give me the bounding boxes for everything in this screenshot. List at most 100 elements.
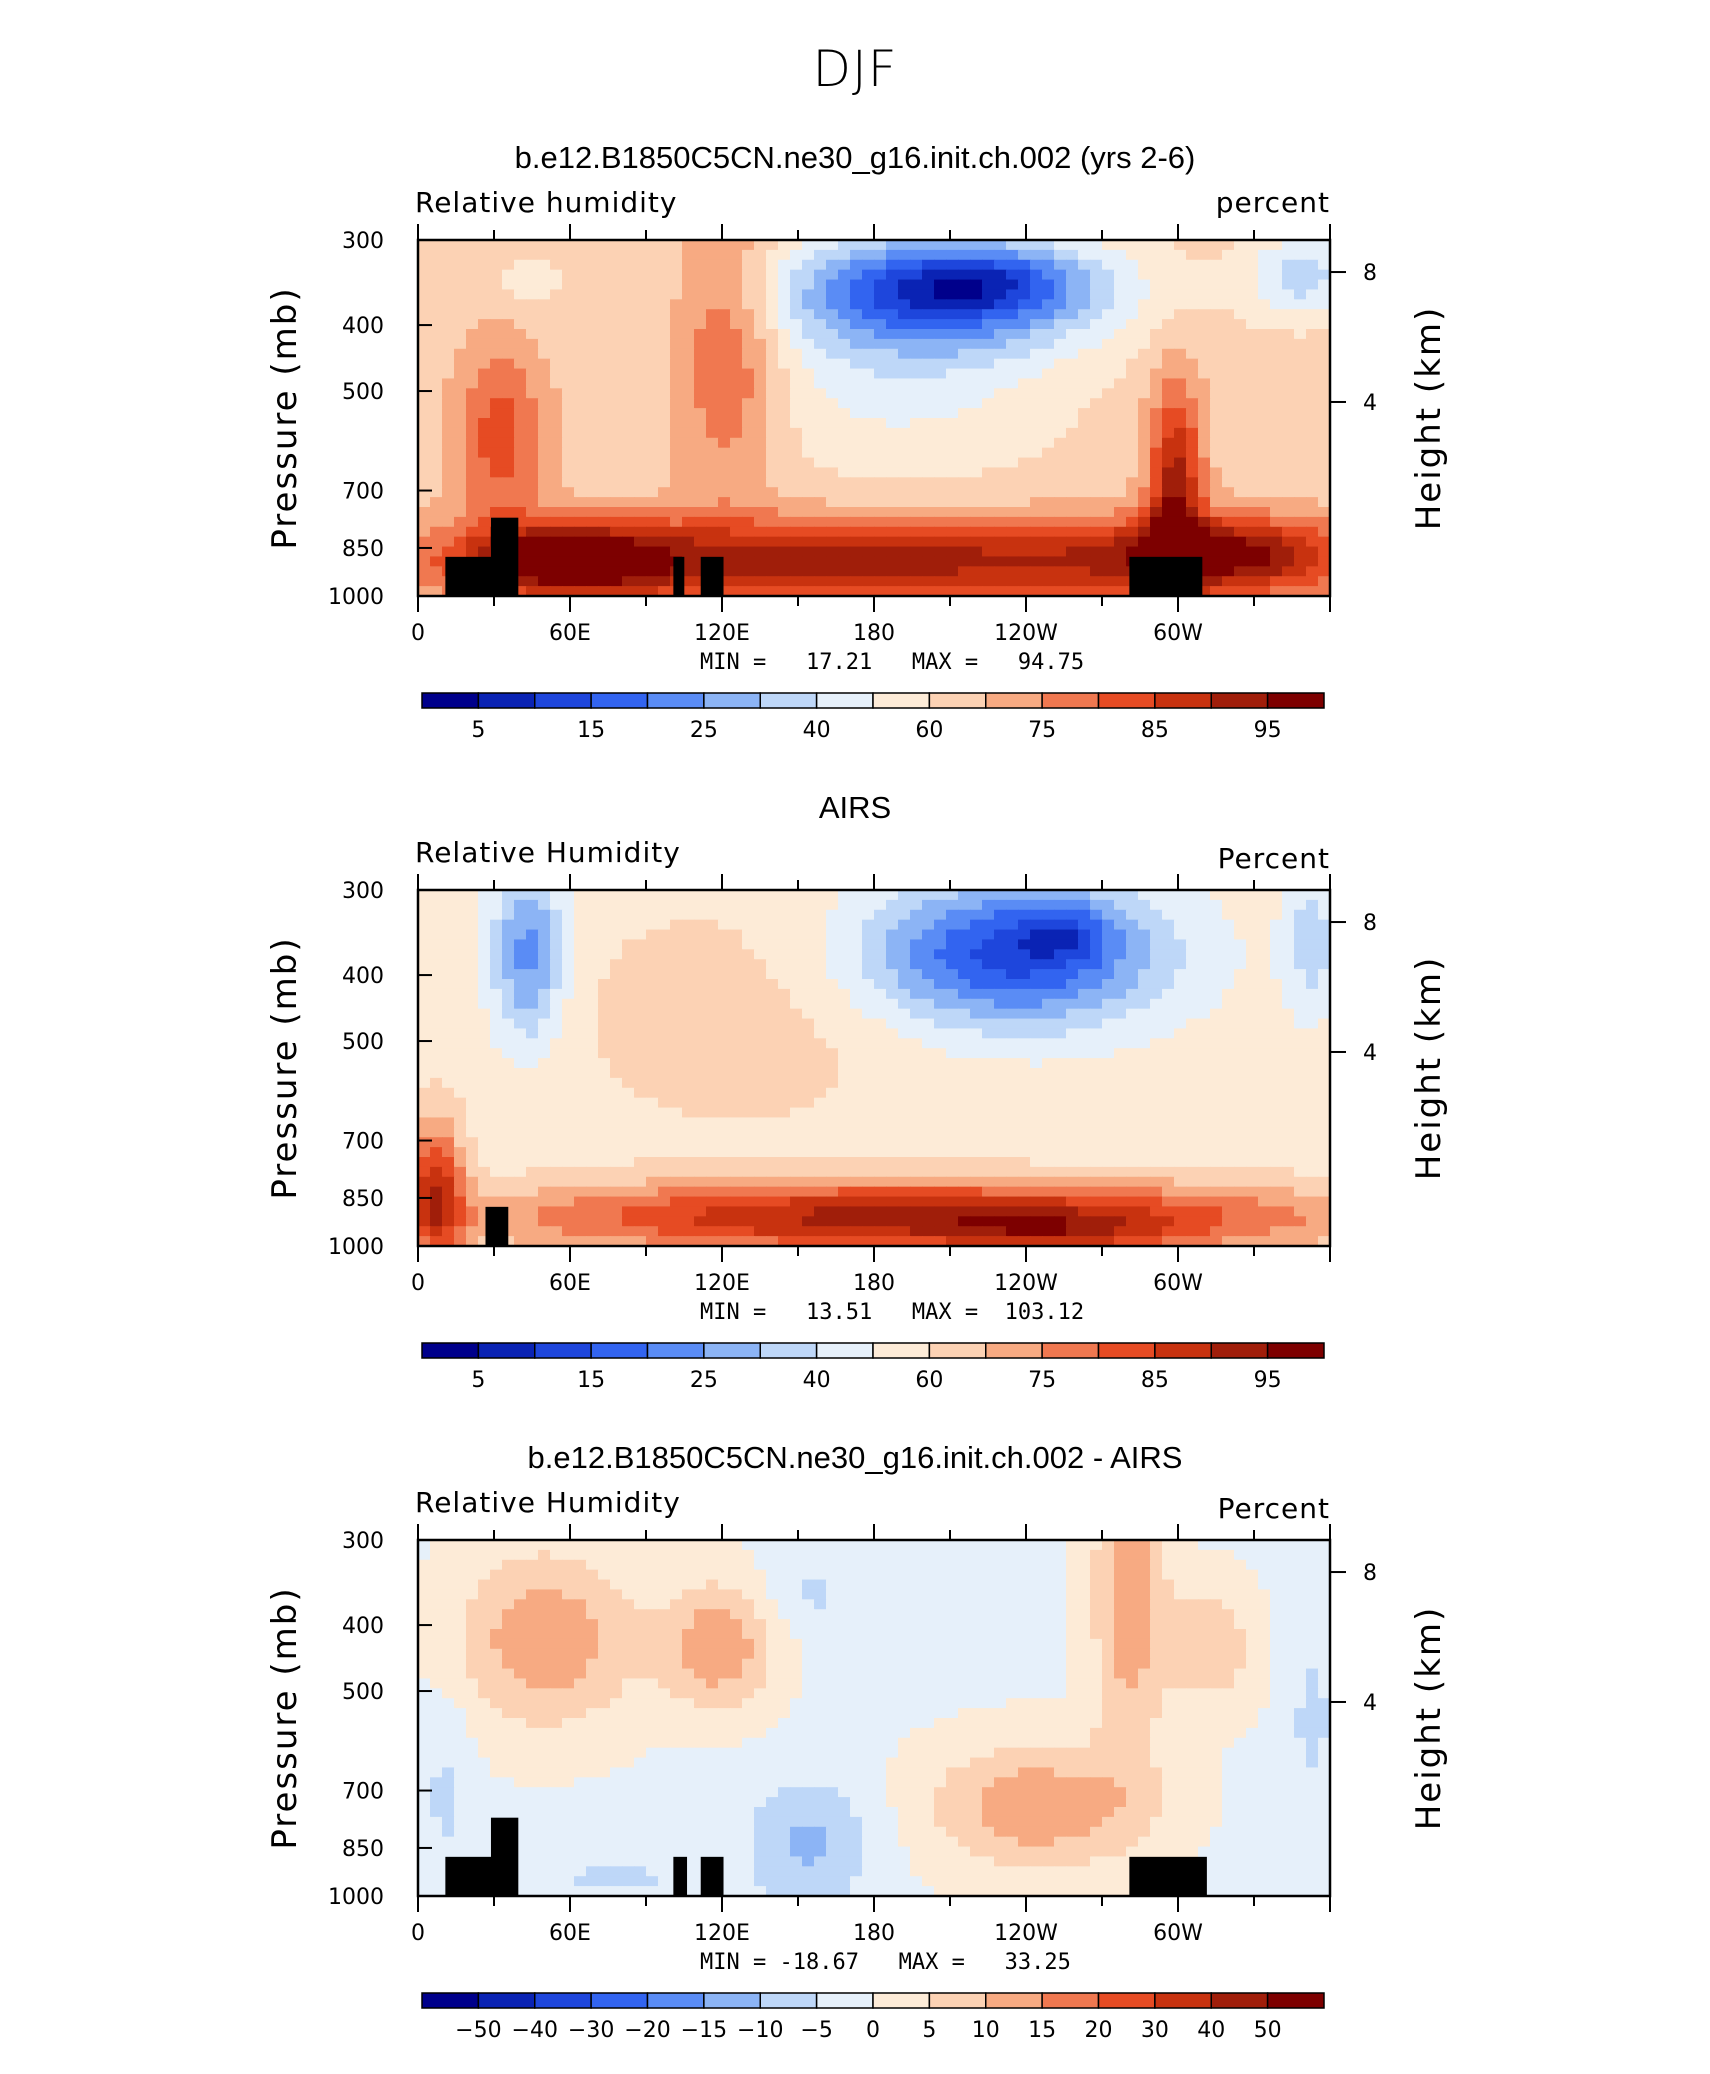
y-axis-title: Pressure (mb) [265,936,305,1199]
y-tick-label: 500 [342,1680,384,1705]
colorbar-label: 75 [1028,718,1056,743]
colorbar-box [1266,1992,1325,2009]
y-tick-label: 400 [342,964,384,989]
y-axis-title: Pressure (mb) [265,1586,305,1849]
height-tick-label: 8 [1363,911,1377,936]
colorbar-label: −15 [681,2018,727,2043]
colorbar-label: 0 [866,2018,880,2043]
y-axis-title: Pressure (mb) [265,286,305,549]
colorbar-label: 85 [1141,1368,1169,1393]
y-tick-label: 300 [342,1529,384,1554]
colorbar-box [759,1992,818,2009]
y-tick-label: 400 [342,314,384,339]
panel-title: b.e12.B1850C5CN.ne30_g16.init.ch.002 - A… [527,1440,1183,1475]
panel-title: AIRS [818,790,892,825]
height-tick-label: 8 [1363,261,1377,286]
colorbar-box [815,1992,874,2009]
y-tick-label: 1000 [328,1885,384,1910]
colorbar-box [590,1992,649,2009]
colorbar-label: 60 [915,718,943,743]
colorbar-box [1041,1992,1100,2009]
x-tick-label: 60W [1153,1921,1203,1946]
colorbar-label: 95 [1254,1368,1282,1393]
colorbar-box [985,1992,1043,2009]
topography-mask [1129,1856,1207,1896]
x-tick-label: 180 [853,1271,895,1296]
y-tick-label: 300 [342,879,384,904]
colorbar-label: −5 [800,2018,832,2043]
colorbar-label: 40 [1197,2018,1225,2043]
y-right-axis-title: Height (km) [1409,1606,1449,1831]
colorbar-box [1154,1992,1212,2009]
x-tick-label: 180 [853,621,895,646]
contour-field [418,240,1331,597]
colorbar-label: 15 [577,718,605,743]
height-tick-label: 4 [1363,1691,1377,1716]
y-tick-label: 700 [342,480,384,505]
x-tick-label: 180 [853,1921,895,1946]
y-tick-label: 500 [342,380,384,405]
colorbar-label: −30 [568,2018,614,2043]
colorbar-box [1266,1342,1325,1359]
y-tick-label: 700 [342,1130,384,1155]
colorbar-label: 5 [471,718,485,743]
colorbar-box [703,1992,761,2009]
colorbar-label: 15 [1028,2018,1056,2043]
x-tick-label: 120W [994,1921,1058,1946]
x-tick-label: 0 [411,1921,425,1946]
topography-mask [673,556,685,596]
x-tick-label: 60E [549,1921,591,1946]
colorbar-box [1210,1992,1269,2009]
colorbar-label: 85 [1141,718,1169,743]
topography-mask [673,1856,688,1896]
x-tick-label: 60E [549,1271,591,1296]
topography-mask [1129,556,1203,596]
colorbar-label: 25 [690,718,718,743]
x-tick-label: 120W [994,1271,1058,1296]
variable-label: Relative Humidity [415,1486,681,1519]
x-tick-label: 120W [994,621,1058,646]
colorbar-box [872,1992,931,2009]
colorbar-label: −50 [455,2018,501,2043]
x-tick-label: 120E [694,1921,750,1946]
x-tick-label: 60W [1153,1271,1203,1296]
topography-mask [490,1817,519,1896]
colorbar-box [646,1992,705,2009]
topography-mask [490,517,519,596]
contour-field [418,1540,1331,1897]
colorbar-label: 40 [803,718,831,743]
x-tick-label: 120E [694,621,750,646]
y-tick-label: 1000 [328,1235,384,1260]
colorbar-label: −10 [737,2018,783,2043]
colorbar-label: 75 [1028,1368,1056,1393]
colorbar-label: 60 [915,1368,943,1393]
height-tick-label: 8 [1363,1561,1377,1586]
colorbar-box [421,1992,480,2009]
colorbar-label: 15 [577,1368,605,1393]
colorbar-label: 20 [1085,2018,1113,2043]
colorbar-label: 30 [1141,2018,1169,2043]
x-tick-label: 0 [411,621,425,646]
colorbar-box [1266,692,1325,709]
page-title: DJF [812,40,898,98]
min-max-stats: MIN = 17.21 MAX = 94.75 [700,650,1085,675]
min-max-stats: MIN = -18.67 MAX = 33.25 [700,1950,1071,1975]
x-tick-label: 0 [411,1271,425,1296]
topography-mask [700,556,724,596]
contour-field [418,890,1331,1247]
colorbar-label: −40 [512,2018,558,2043]
unit-label: Percent [1217,842,1330,875]
min-max-stats: MIN = 13.51 MAX = 103.12 [700,1300,1085,1325]
height-tick-label: 4 [1363,391,1377,416]
colorbar-label: 25 [690,1368,718,1393]
colorbar-box [928,1992,987,2009]
colorbar-label: 50 [1254,2018,1282,2043]
y-right-axis-title: Height (km) [1409,956,1449,1181]
y-tick-label: 300 [342,229,384,254]
height-tick-label: 4 [1363,1041,1377,1066]
y-tick-label: 850 [342,537,384,562]
variable-label: Relative Humidity [415,836,681,869]
y-tick-label: 1000 [328,585,384,610]
